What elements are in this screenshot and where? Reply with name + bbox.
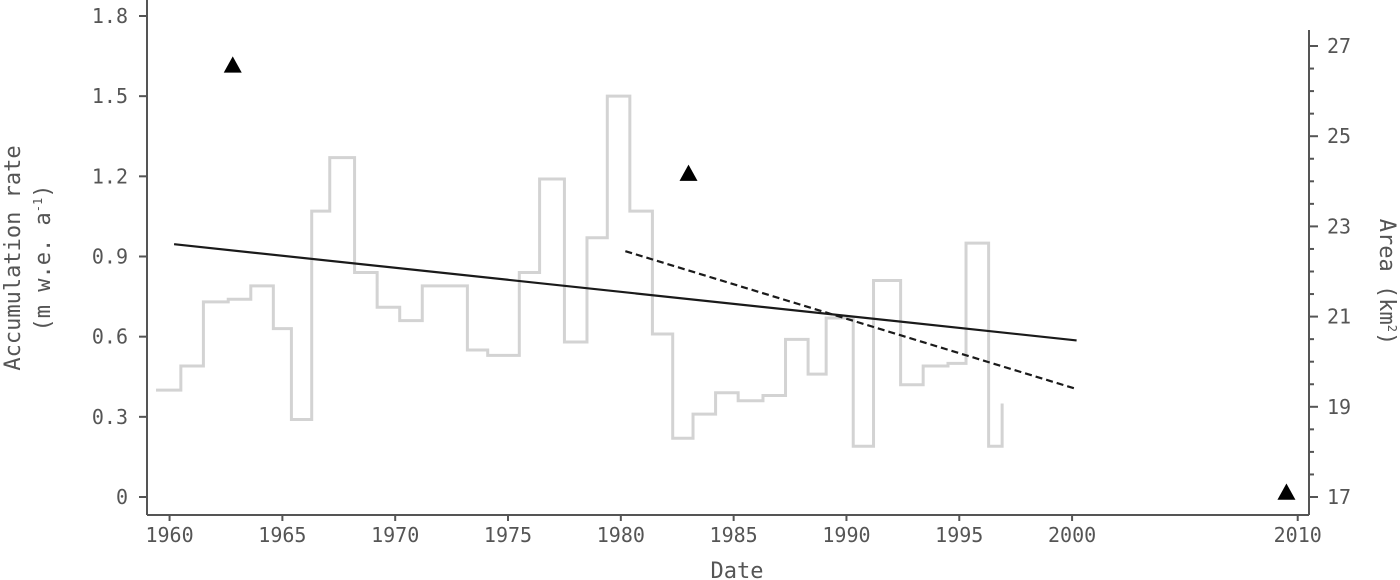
area-marker-triangle <box>1277 483 1296 500</box>
x-tick-label: 1975 <box>484 523 532 547</box>
y2-axis-title: Area (km2) <box>1374 219 1399 345</box>
y-tick-label: 0 <box>116 485 128 509</box>
x-tick-label: 1970 <box>371 523 419 547</box>
y-axis-title: Accumulation rate <box>1 145 26 370</box>
y2-tick-label: 27 <box>1327 34 1351 58</box>
accumulation-rate-series <box>156 94 1004 448</box>
y-axis-ticks: 0 0.3 0.6 0.9 1.2 1.5 1.8 <box>92 4 147 509</box>
x-tick-label: 1980 <box>597 523 645 547</box>
glacier-area-markers <box>223 56 1296 500</box>
x-tick-label: 1965 <box>258 523 306 547</box>
y2-tick-label: 23 <box>1327 214 1351 238</box>
y2-axis-ticks: 17 19 21 23 25 27 <box>1309 34 1351 509</box>
x-tick-label: 2000 <box>1048 523 1096 547</box>
trend-line-full-period <box>173 243 1077 342</box>
y2-tick-label: 19 <box>1327 395 1351 419</box>
x-axis-ticks: 1960 1965 1970 1975 1980 1985 1990 1995 2000 2010 <box>145 515 1322 547</box>
x-tick-label: 1995 <box>935 523 983 547</box>
y2-tick-label: 21 <box>1327 305 1351 329</box>
x-axis-title: Date <box>711 559 764 580</box>
y-tick-label: 1.2 <box>92 164 128 188</box>
x-tick-label: 2010 <box>1274 523 1322 547</box>
y2-tick-label: 17 <box>1327 485 1351 509</box>
y-tick-label: 0.6 <box>92 325 128 349</box>
y-tick-label: 1.8 <box>92 4 128 28</box>
trend-line-recent-period <box>625 250 1077 391</box>
y-tick-label: 0.9 <box>92 245 128 269</box>
area-marker-triangle <box>223 56 242 73</box>
x-tick-label: 1985 <box>710 523 758 547</box>
area-marker-triangle <box>679 164 698 181</box>
x-tick-label: 1960 <box>145 523 193 547</box>
y-tick-label: 1.5 <box>92 84 128 108</box>
y-axis-units: (m w.e. a-1) <box>31 185 56 332</box>
y2-tick-label: 25 <box>1327 124 1351 148</box>
y-tick-label: 0.3 <box>92 405 128 429</box>
x-tick-label: 1990 <box>822 523 870 547</box>
